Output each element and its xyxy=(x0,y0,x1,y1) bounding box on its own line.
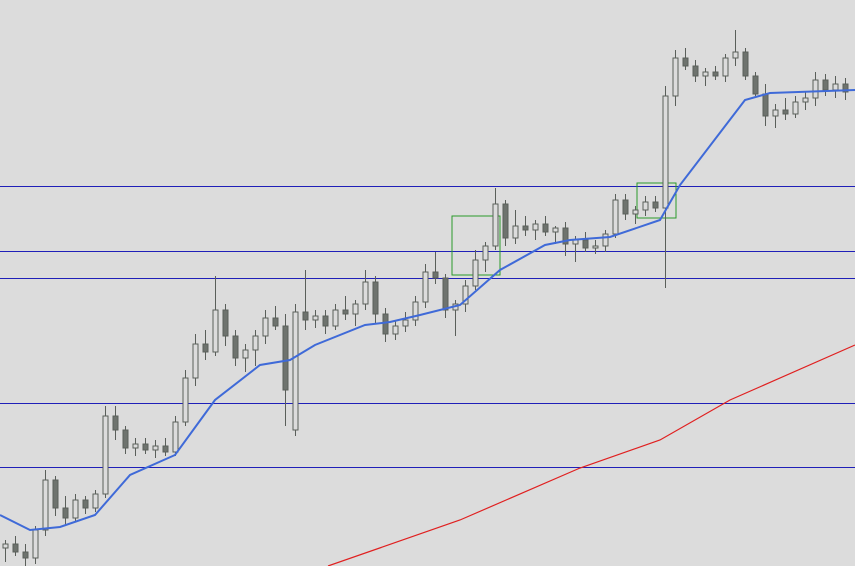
moving-average-line xyxy=(0,89,855,532)
candle-body xyxy=(42,479,49,531)
candle-body xyxy=(612,199,619,235)
candle-body xyxy=(482,245,489,261)
candle-body xyxy=(272,317,279,327)
candle-body xyxy=(152,445,159,451)
candle-body xyxy=(242,349,249,359)
candle-body xyxy=(52,479,59,509)
candle-body xyxy=(472,259,479,287)
candle-body xyxy=(232,335,239,359)
candle-body xyxy=(822,79,829,91)
candle-body xyxy=(222,309,229,337)
candle-body xyxy=(322,315,329,327)
candle-body xyxy=(722,57,729,77)
candle-body xyxy=(72,499,79,519)
candle-body xyxy=(812,79,819,99)
candle-body xyxy=(2,543,9,549)
candle-body xyxy=(332,309,339,327)
candle-body xyxy=(202,343,209,353)
moving-average-line xyxy=(327,344,855,566)
candle-body xyxy=(582,239,589,249)
candle-body xyxy=(662,95,669,209)
candle-body xyxy=(562,227,569,245)
candle-body xyxy=(122,429,129,449)
candle-body xyxy=(752,75,759,95)
candle-body xyxy=(402,319,409,327)
candle-body xyxy=(172,421,179,453)
candle-body xyxy=(642,201,649,211)
candle-body xyxy=(102,415,109,495)
candle-body xyxy=(92,493,99,509)
zone-box xyxy=(636,182,677,219)
candle-body xyxy=(632,209,639,215)
candle-body xyxy=(342,309,349,315)
candle-body xyxy=(782,109,789,115)
candle-body xyxy=(372,281,379,315)
candle-body xyxy=(142,443,149,451)
candle-body xyxy=(442,277,449,311)
candle-body xyxy=(182,377,189,423)
candle-body xyxy=(832,83,839,91)
candle-body xyxy=(362,281,369,305)
candle-body xyxy=(302,311,309,321)
candle-body xyxy=(742,51,749,77)
candle-body xyxy=(162,445,169,453)
candle-body xyxy=(212,309,219,353)
candle-body xyxy=(432,271,439,279)
candle-body xyxy=(712,71,719,77)
candle-body xyxy=(502,203,509,239)
candle-body xyxy=(292,311,299,431)
candle-body xyxy=(772,109,779,117)
candle-body xyxy=(312,315,319,321)
candle-body xyxy=(62,507,69,519)
candle-body xyxy=(512,225,519,239)
candle-body xyxy=(392,325,399,335)
candle-body xyxy=(192,343,199,379)
candle-body xyxy=(552,227,559,233)
candle-body xyxy=(382,313,389,335)
candle-body xyxy=(522,225,529,231)
candle-body xyxy=(22,551,29,559)
candle-body xyxy=(352,303,359,315)
candle-body xyxy=(602,233,609,247)
candle-body xyxy=(412,301,419,321)
candle-body xyxy=(702,71,709,77)
candle-body xyxy=(112,415,119,431)
candle-body xyxy=(802,97,809,103)
candle-body xyxy=(592,245,599,249)
candle-body xyxy=(492,203,499,247)
candle-body xyxy=(762,93,769,117)
candle-body xyxy=(652,201,659,209)
candle-body xyxy=(532,223,539,231)
candle-body xyxy=(682,57,689,67)
candle-body xyxy=(262,317,269,337)
candle-body xyxy=(82,499,89,509)
candle-body xyxy=(252,335,259,351)
candle-body xyxy=(282,325,289,391)
candle-body xyxy=(32,529,39,559)
candle-body xyxy=(672,57,679,97)
candle-body xyxy=(792,101,799,115)
candle-body xyxy=(732,51,739,59)
candle-body xyxy=(622,199,629,215)
candle-body xyxy=(422,271,429,303)
candle-body xyxy=(842,83,849,93)
candle-body xyxy=(542,223,549,233)
candle-body xyxy=(462,285,469,305)
candle-body xyxy=(692,65,699,77)
candle-body xyxy=(12,543,19,553)
candle-body xyxy=(132,443,139,449)
